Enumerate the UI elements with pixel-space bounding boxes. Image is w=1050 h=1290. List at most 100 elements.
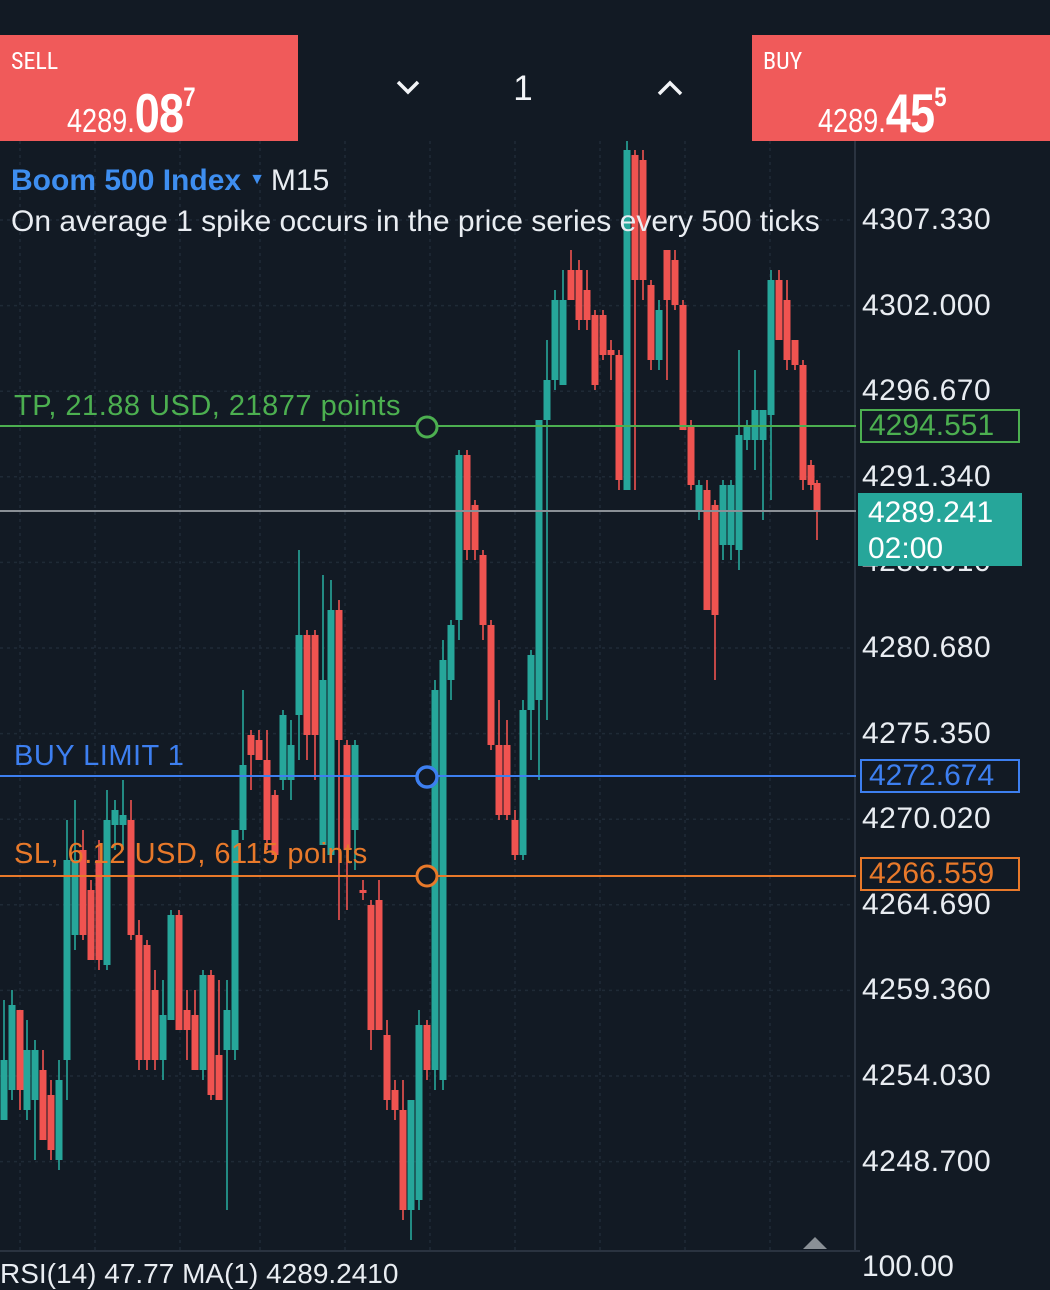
- candle: [287, 720, 295, 800]
- buy-price: 4289.455: [818, 82, 947, 144]
- candle-body: [655, 310, 663, 360]
- candle: [463, 450, 471, 560]
- sell-button[interactable]: SELL 4289.087: [0, 35, 298, 144]
- candle: [135, 920, 143, 1070]
- candle: [367, 900, 375, 1050]
- candlestick-chart[interactable]: [0, 141, 1050, 1280]
- price-axis-label: 4296.670: [862, 374, 992, 408]
- price-axis-label: 4254.030: [862, 1059, 992, 1092]
- candle: [31, 1040, 39, 1160]
- volume-decrease-button[interactable]: [328, 35, 428, 141]
- candle-body: [791, 340, 799, 365]
- candle: [559, 270, 567, 385]
- candle-body: [175, 915, 183, 1030]
- candle-body: [279, 715, 287, 780]
- sl-price-tag[interactable]: 4266.559: [860, 857, 1020, 891]
- candle-body: [8, 1005, 16, 1090]
- candle: [295, 550, 303, 760]
- buy-button[interactable]: BUY 4289.455: [752, 35, 1050, 144]
- candle-body: [447, 625, 455, 680]
- candle: [615, 350, 623, 490]
- bar-countdown: 02:00: [868, 532, 944, 565]
- tp-handle: [415, 415, 439, 439]
- candle-body: [663, 250, 671, 300]
- candle-body: [543, 380, 551, 420]
- candle: [16, 1010, 24, 1110]
- candle-body: [63, 860, 71, 1060]
- candle-body: [359, 890, 367, 893]
- status-bar: [0, 0, 1050, 35]
- candle: [439, 640, 447, 1090]
- candle: [111, 800, 119, 850]
- candle: [215, 980, 223, 1100]
- candle: [223, 980, 231, 1210]
- chart-title[interactable]: Boom 500 Index ▼ M15: [11, 164, 330, 197]
- candle-body: [335, 610, 343, 740]
- candle-body: [367, 905, 375, 1030]
- candle-body: [695, 485, 703, 510]
- buy-limit-handle: [415, 765, 439, 789]
- candle-body: [271, 795, 279, 855]
- candle-body: [159, 1015, 167, 1060]
- candle-body: [439, 660, 447, 1080]
- tp-price-tag[interactable]: 4294.551: [860, 409, 1020, 443]
- candle: [375, 880, 383, 1030]
- candle-body: [383, 1035, 391, 1100]
- candle: [263, 730, 271, 850]
- candle: [143, 940, 151, 1070]
- candle-body: [247, 735, 255, 755]
- candle: [479, 550, 487, 640]
- candle: [527, 650, 535, 760]
- candle-body: [783, 300, 791, 360]
- buy-limit-price-tag[interactable]: 4272.674: [860, 759, 1020, 793]
- candle: [695, 480, 703, 520]
- price-axis-label: 4264.690: [862, 887, 992, 921]
- candle: [471, 500, 479, 560]
- candle-body: [151, 990, 159, 1060]
- candle-body: [55, 1080, 63, 1160]
- volume-increase-button[interactable]: [622, 35, 722, 141]
- candle: [703, 480, 711, 610]
- candle: [487, 620, 495, 750]
- price-axis-label: 4270.020: [862, 802, 992, 836]
- candle: [199, 970, 207, 1080]
- candle-body: [407, 1100, 415, 1210]
- candle: [535, 420, 543, 780]
- expand-arrow-icon: [803, 1237, 827, 1249]
- candle: [735, 350, 743, 570]
- candle-body: [567, 270, 575, 300]
- sell-label: SELL: [11, 47, 59, 75]
- buy-limit-label: BUY LIMIT 1: [14, 740, 185, 772]
- candle: [399, 1080, 407, 1220]
- candle-body: [631, 155, 639, 280]
- candle-body: [263, 760, 271, 840]
- candle: [751, 370, 759, 470]
- candle-body: [327, 610, 335, 855]
- price-axis-label: 4248.700: [862, 1144, 992, 1178]
- candle: [279, 710, 287, 790]
- candle-body: [423, 1025, 431, 1070]
- candle-body: [719, 485, 727, 545]
- volume-value[interactable]: 1: [513, 69, 533, 108]
- candle: [623, 141, 631, 490]
- candle: [791, 340, 799, 370]
- candle-body: [463, 455, 471, 550]
- candle-body: [647, 285, 655, 360]
- candle: [103, 790, 111, 970]
- candle-body: [375, 900, 383, 1030]
- candle: [551, 290, 559, 390]
- candle-body: [399, 1110, 407, 1210]
- candle-body: [87, 890, 95, 960]
- rsi-indicator-label[interactable]: RSI(14) 47.77 MA(1) 4289.2410: [0, 1258, 399, 1289]
- candle: [183, 990, 191, 1060]
- candle: [311, 630, 319, 780]
- candle: [495, 700, 503, 820]
- candle: [167, 910, 175, 1020]
- candle: [175, 910, 183, 1030]
- candle-body: [495, 745, 503, 815]
- candle: [391, 1080, 399, 1120]
- candle-body: [767, 280, 775, 415]
- chart-grid: [0, 141, 856, 1250]
- candle: [47, 1080, 55, 1160]
- candle: [407, 1100, 415, 1240]
